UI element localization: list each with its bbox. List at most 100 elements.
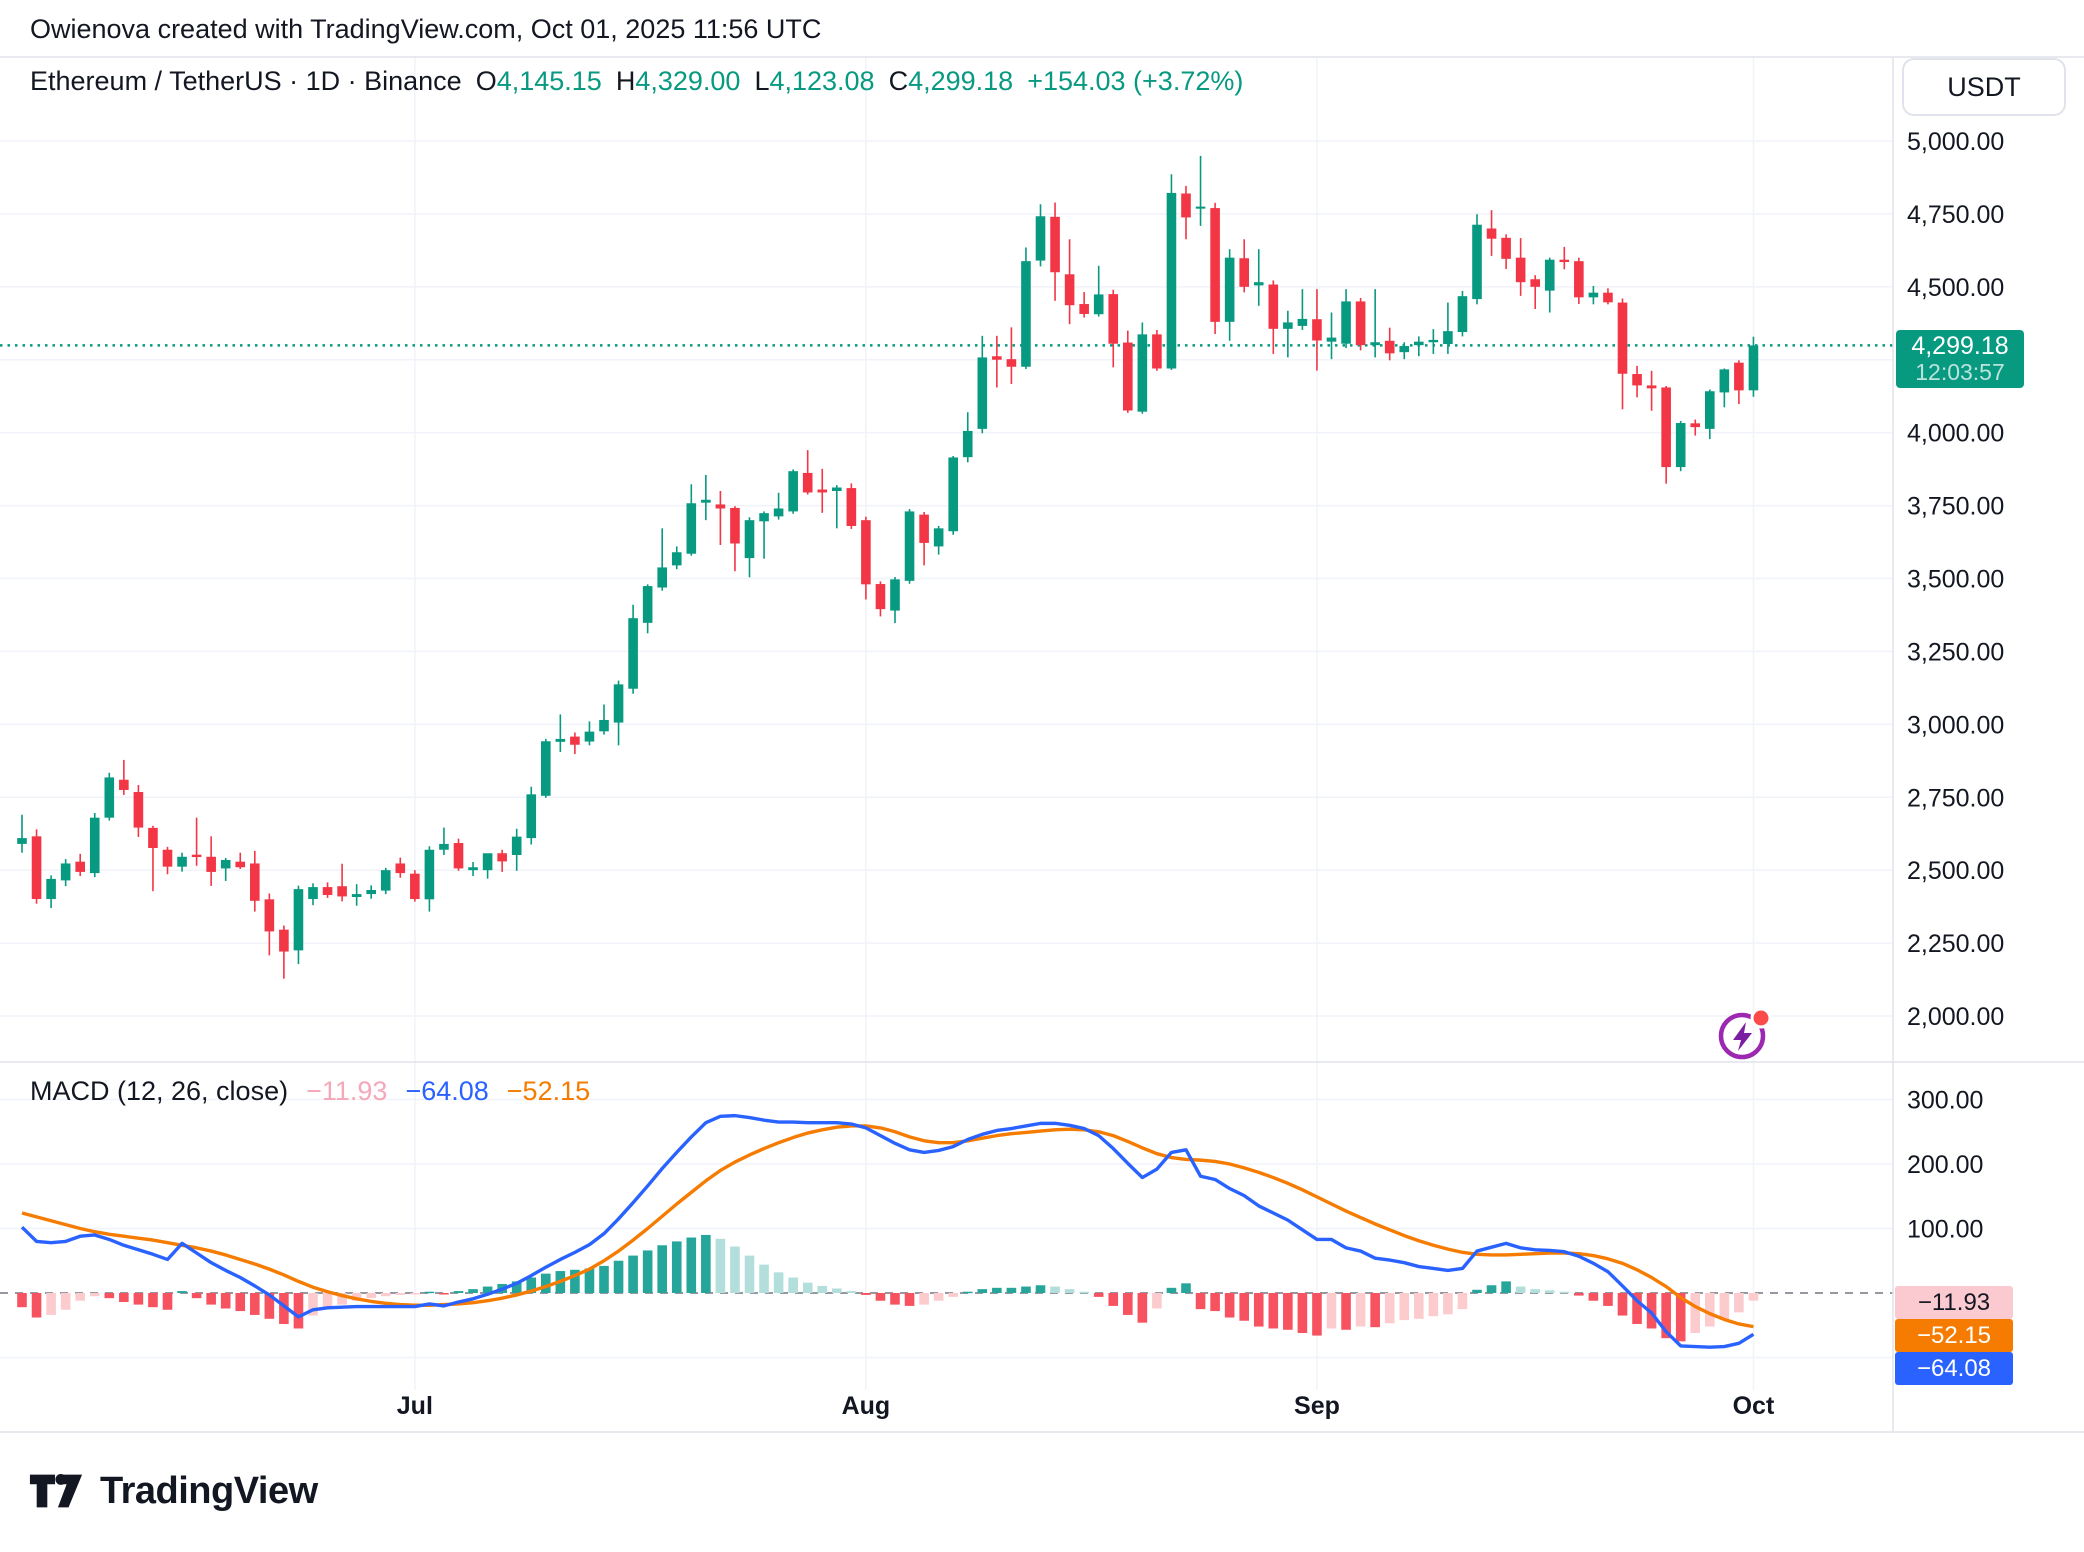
candle-body (977, 357, 988, 429)
candle-wick (1010, 327, 1013, 384)
candle-body (133, 792, 144, 828)
macd-histogram-bar (148, 1293, 158, 1308)
macd-histogram-bar (1006, 1287, 1017, 1293)
candle-wick (1534, 275, 1536, 309)
macd-histogram-bar (293, 1293, 304, 1329)
candle-body (1559, 259, 1570, 263)
macd-histogram-bar (410, 1293, 420, 1295)
candle-body (570, 736, 580, 745)
last-price-badge: 4,299.18 12:03:57 (1896, 330, 2024, 388)
candle-body (60, 863, 71, 881)
candle-body (875, 584, 886, 610)
macd-histogram-bar (104, 1293, 115, 1299)
candle-body (1617, 302, 1628, 374)
macd-histogram-bar (933, 1293, 944, 1301)
macd-histogram-bar (642, 1250, 653, 1293)
macd-histogram-bar (962, 1291, 973, 1294)
candle-body (380, 870, 391, 891)
candle-body (817, 489, 828, 493)
currency-toggle-button[interactable]: USDT (1902, 58, 2066, 116)
candle-body (366, 890, 376, 895)
candle-body (1268, 284, 1279, 329)
macd-histogram-bar (366, 1293, 376, 1299)
macd-histogram-bar (1501, 1281, 1511, 1293)
candle-body (1544, 259, 1555, 291)
macd-histogram-bar (1661, 1293, 1671, 1339)
macd-histogram-bar (1195, 1293, 1206, 1310)
macd-histogram-bar (1326, 1293, 1337, 1329)
macd-histogram-bar (613, 1260, 624, 1293)
macd-histogram-bar (1079, 1291, 1089, 1294)
candle-body (1108, 294, 1119, 344)
macd-histogram-bar (1457, 1293, 1468, 1310)
macd-title: MACD (12, 26, close) (30, 1076, 289, 1106)
candle-wick (1650, 370, 1653, 411)
candle-body (1035, 216, 1046, 261)
candle-wick (195, 817, 198, 866)
tradingview-logo[interactable]: TradingView (28, 1468, 318, 1514)
high-value: H4,329.00 (615, 66, 741, 96)
candle-body (1181, 193, 1191, 218)
macd-histogram-bar (701, 1234, 711, 1293)
macd-histogram-bar (424, 1291, 435, 1294)
time-axis-label[interactable]: Jul (397, 1392, 433, 1420)
candle-body (541, 741, 551, 796)
symbol-title: Ethereum / TetherUS · 1D · Binance (30, 66, 462, 96)
candle-body (642, 586, 653, 623)
price-axis-label: 2,750.00 (1907, 784, 2004, 812)
macd-histogram-bar (1748, 1293, 1759, 1301)
macd-histogram-bar (220, 1293, 231, 1309)
open-value: O4,145.15 (475, 66, 602, 96)
macd-histogram-bar (1617, 1293, 1628, 1316)
candle-body (46, 878, 56, 900)
candle-body (613, 684, 624, 723)
candle-body (162, 849, 173, 867)
macd-histogram-bar (1734, 1293, 1744, 1313)
candle-body (1384, 340, 1395, 354)
price-axis-label: 2,000.00 (1907, 1003, 2004, 1031)
candle-wick (1257, 249, 1260, 306)
time-axis-label[interactable]: Oct (1733, 1392, 1775, 1420)
candle-body (1093, 294, 1104, 315)
macd-histogram-bar (177, 1291, 187, 1293)
symbol-legend[interactable]: Ethereum / TetherUS · 1D · Binance O4,14… (30, 66, 1243, 97)
candle-body (264, 899, 275, 932)
macd-histogram-bar (1108, 1293, 1119, 1306)
boost-rocket-icon[interactable] (1716, 1006, 1778, 1068)
candle-body (424, 849, 435, 900)
time-axis-label[interactable]: Aug (842, 1392, 891, 1420)
candle-body (1137, 334, 1148, 412)
candle-body (279, 929, 289, 952)
price-axis-label: 5,000.00 (1907, 128, 2004, 156)
macd-histogram-bar (322, 1293, 333, 1310)
macd-histogram-bar (133, 1293, 144, 1305)
time-axis-label[interactable]: Sep (1294, 1392, 1340, 1420)
macd-histogram-bar (162, 1293, 173, 1310)
macd-histogram-bar (1705, 1293, 1715, 1327)
macd-line-badge: −64.08 (1895, 1352, 2013, 1385)
macd-histogram-bar (1472, 1289, 1482, 1293)
macd-histogram-bar (1632, 1293, 1642, 1324)
candle-wick (603, 704, 605, 735)
candle-body (1399, 346, 1410, 353)
macd-signal-badge: −52.15 (1895, 1319, 2013, 1352)
macd-legend[interactable]: MACD (12, 26, close) −11.93 −64.08 −52.1… (30, 1076, 590, 1107)
macd-histogram-bar (1137, 1293, 1148, 1323)
candle-body (948, 457, 958, 532)
macd-histogram-bar (686, 1237, 697, 1293)
macd-histogram-bar (526, 1277, 537, 1293)
macd-histogram-bar (1093, 1293, 1104, 1297)
candle-wick (123, 759, 125, 795)
candle-body (584, 731, 595, 742)
last-price-value: 4,299.18 (1911, 332, 2009, 361)
candle-body (1239, 258, 1249, 287)
candle-body (919, 514, 929, 543)
candle-body (322, 887, 333, 895)
candle-body (1719, 369, 1730, 393)
candle-body (962, 430, 973, 458)
candle-body (744, 520, 755, 559)
candle-body (1574, 261, 1584, 298)
candle-body (1006, 359, 1017, 367)
macd-histogram-bar (904, 1293, 915, 1306)
